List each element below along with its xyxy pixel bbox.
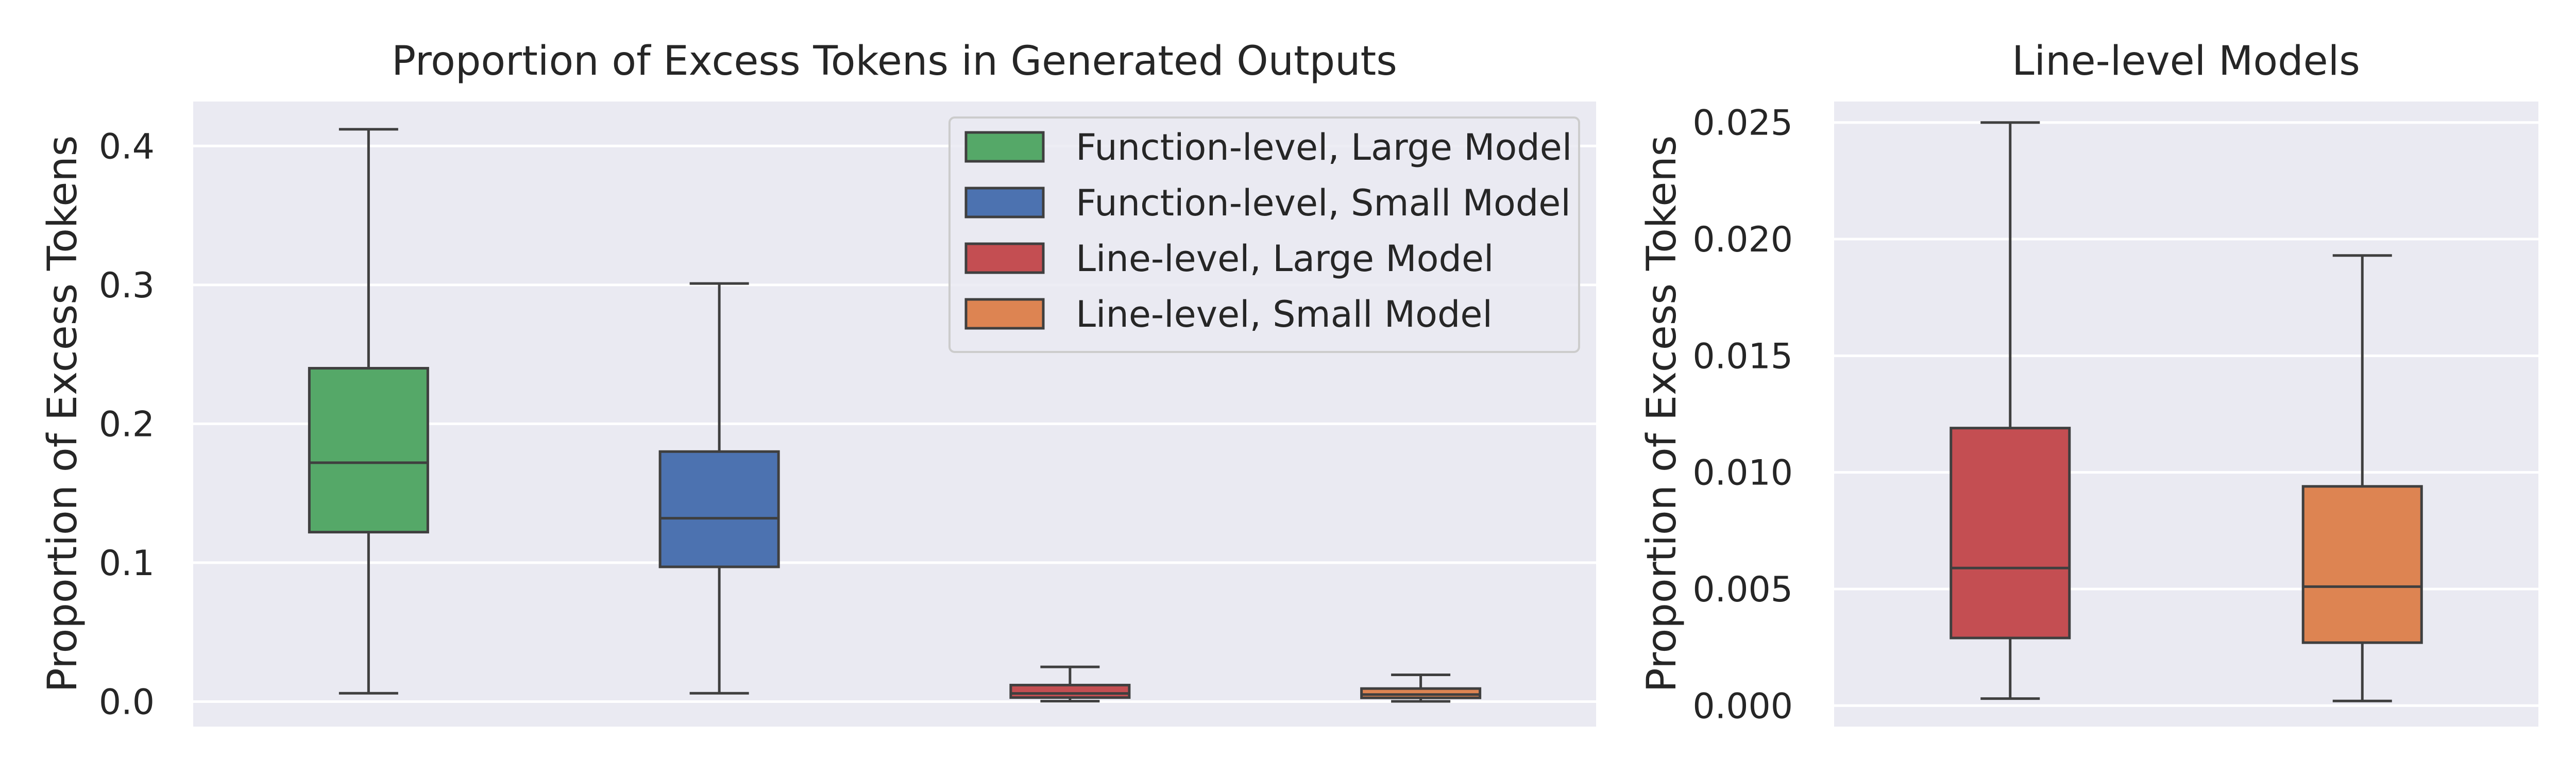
legend-swatch — [964, 242, 1045, 274]
box-body — [1009, 683, 1131, 699]
y-tick-label: 0.010 — [1692, 453, 1793, 494]
legend-item: Function-level, Large Model — [964, 126, 1572, 169]
main-y-tick-labels: 0.0 0.1 0.2 0.3 0.4 — [99, 126, 155, 722]
box-line-level-large-model — [1009, 665, 1131, 703]
main-boxes — [308, 128, 1482, 703]
box-line-level-large-model — [1950, 121, 2071, 700]
box-line-level-small-model — [1360, 673, 1482, 703]
box-function-level-large-model — [308, 128, 429, 695]
legend-swatch — [964, 298, 1045, 330]
legend-label: Line-level, Small Model — [1076, 293, 1493, 335]
legend: Function-level, Large Model Function-leve… — [948, 116, 1580, 353]
legend-frame — [948, 116, 1580, 353]
legend-swatch — [964, 187, 1045, 219]
y-tick-label: 0.1 — [99, 543, 155, 584]
line-level-plot-area — [1834, 102, 2538, 727]
y-tick-label: 0.025 — [1692, 103, 1793, 144]
y-tick-label: 0.000 — [1692, 686, 1793, 727]
legend-label: Line-level, Large Model — [1076, 238, 1494, 280]
line-level-chart-title: Line-level Models — [2012, 38, 2360, 85]
box-body — [2301, 485, 2423, 644]
legend-swatch — [964, 131, 1045, 163]
legend-item: Line-level, Small Model — [964, 293, 1493, 335]
box-line-level-small-model — [2301, 254, 2423, 702]
box-body — [1950, 427, 2071, 640]
legend-item: Function-level, Small Model — [964, 182, 1571, 224]
legend-label: Function-level, Small Model — [1076, 182, 1571, 224]
box-body — [308, 367, 429, 534]
y-tick-label: 0.015 — [1692, 336, 1793, 377]
line-level-y-tick-labels: 0.000 0.005 0.010 0.015 0.020 0.025 — [1692, 103, 1793, 727]
y-tick-label: 0.020 — [1692, 220, 1793, 260]
y-tick-label: 0.4 — [99, 126, 155, 167]
y-tick-label: 0.3 — [99, 265, 155, 306]
box-body — [1360, 687, 1482, 699]
y-tick-label: 0.0 — [99, 682, 155, 722]
line-level-y-axis-label: Proportion of Excess Tokens — [1639, 136, 1685, 693]
y-tick-label: 0.2 — [99, 404, 155, 445]
main-y-axis-label: Proportion of Excess Tokens — [40, 136, 86, 693]
y-tick-label: 0.005 — [1692, 569, 1793, 610]
legend-item: Line-level, Large Model — [964, 238, 1494, 280]
box-body — [658, 450, 780, 568]
legend-label: Function-level, Large Model — [1076, 126, 1572, 169]
main-chart-panel: 0.0 0.1 0.2 0.3 0.4 Proportion of Excess Tok… — [40, 38, 1596, 727]
box-function-level-small-model — [658, 282, 780, 695]
main-chart-title: Proportion of Excess Tokens in Generated… — [392, 38, 1397, 85]
line-level-chart-panel: 0.000 0.005 0.010 0.015 0.020 0.025 Line-leve… — [1639, 38, 2538, 727]
line-level-boxes — [1950, 121, 2423, 702]
